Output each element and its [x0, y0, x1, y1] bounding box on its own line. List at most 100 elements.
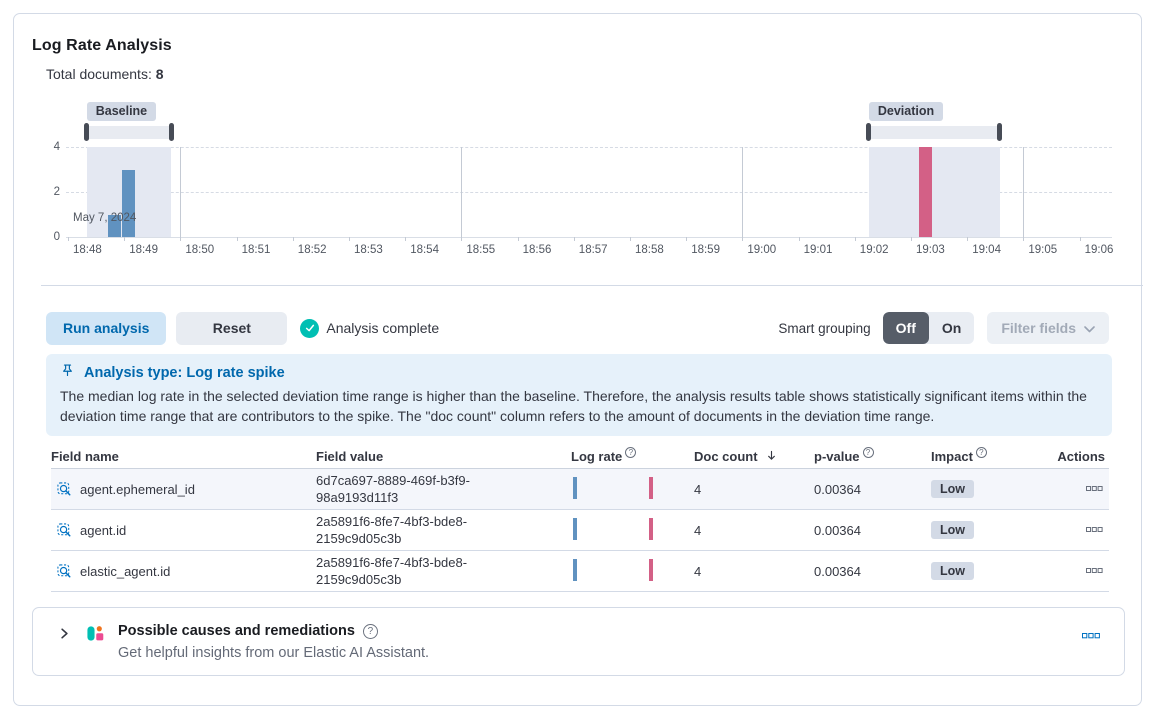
results-table: Field name Field value Log rate Doc coun… [51, 445, 1109, 592]
smart-grouping-on-button[interactable]: On [941, 320, 962, 336]
chart-x-tick [292, 237, 294, 241]
chart-x-tick-label: 18:53 [354, 244, 383, 256]
smart-grouping-off-button[interactable]: Off [882, 312, 929, 344]
info-icon [625, 447, 637, 458]
column-header-p-value[interactable]: p-value [814, 447, 931, 464]
check-circle-icon [300, 318, 320, 338]
baseline-mini-bar [573, 558, 577, 581]
smart-grouping-toggle: Off On [882, 312, 975, 344]
chart-x-tick-label: 19:04 [972, 244, 1001, 256]
chart-x-tick [236, 237, 238, 241]
chart-x-tick [1079, 237, 1081, 241]
total-documents: Total documents: 8 [46, 66, 1123, 82]
baseline-mini-bar [573, 517, 577, 540]
filter-field-icon[interactable] [57, 563, 72, 579]
brush-handle-left[interactable] [84, 123, 90, 141]
divider [41, 285, 1143, 286]
row-actions-icon[interactable] [1086, 486, 1103, 492]
field-name: elastic_agent.id [80, 563, 171, 579]
deviation-badge: Deviation [868, 102, 944, 121]
chart-y-tick-label: 2 [53, 186, 60, 198]
baseline-bar [108, 214, 122, 237]
brush-handle-left[interactable] [866, 123, 872, 141]
chart-x-tick [573, 237, 575, 241]
total-documents-value: 8 [155, 66, 164, 82]
table-header: Field name Field value Log rate Doc coun… [51, 445, 1109, 469]
column-header-doc-count[interactable]: Doc count [694, 449, 814, 465]
chart-major-gridline [461, 147, 463, 237]
deviation-brush[interactable] [868, 126, 1000, 139]
filter-fields-button[interactable]: Filter fields [987, 312, 1109, 344]
smart-grouping-label: Smart grouping [778, 320, 871, 336]
column-header-field-name[interactable]: Field name [51, 449, 119, 464]
doc-count: 4 [694, 522, 702, 538]
chart-x-tick-label: 19:05 [1028, 244, 1058, 256]
p-value: 0.00364 [814, 481, 861, 497]
chart-x-tick [742, 237, 744, 241]
field-name: agent.ephemeral_id [80, 481, 195, 497]
column-header-impact[interactable]: Impact [931, 447, 1046, 464]
chart-x-tick-label: 18:48 [73, 244, 102, 256]
sort-desc-icon [765, 449, 778, 465]
filter-field-icon[interactable] [57, 481, 72, 497]
table-row[interactable]: elastic_agent.id 2a5891f6-8fe7-4bf3-bde8… [51, 551, 1109, 592]
row-actions-icon[interactable] [1086, 527, 1103, 533]
field-value: 2a5891f6-8fe7-4bf3-bde8-2159c9d05c3b [316, 514, 468, 546]
chart-x-tick-label: 18:59 [691, 244, 720, 256]
brush-handle-right[interactable] [168, 123, 174, 141]
deviation-region [868, 147, 1000, 237]
deviation-mini-bar [649, 558, 653, 581]
info-icon [862, 447, 874, 458]
run-analysis-button[interactable]: Run analysis [46, 311, 167, 345]
deviation-bar [918, 147, 932, 237]
possible-causes-subtitle: Get helpful insights from our Elastic AI… [118, 645, 430, 661]
callout-title: Analysis type: Log rate spike [84, 364, 285, 381]
chart-x-tick [349, 237, 350, 241]
chart-x-tick [124, 237, 126, 241]
page-title: Log Rate Analysis [32, 37, 172, 54]
document-count-chart: 18:48 18:49 18:50 18:51 18:52 18:53 18:54 18:55… [46, 102, 1113, 270]
impact-badge: Low [931, 562, 974, 580]
chevron-right-icon[interactable] [57, 626, 72, 641]
chart-x-tick [686, 237, 688, 241]
row-actions-icon[interactable] [1086, 568, 1103, 574]
table-row[interactable]: agent.ephemeral_id 6d7ca697-8889-469f-b3… [51, 469, 1109, 510]
deviation-mini-bar [649, 476, 653, 499]
chart-x-axis-line [66, 237, 1112, 238]
chart-major-gridline [180, 147, 182, 237]
chart-major-gridline [1023, 147, 1025, 237]
log-rate-analysis-panel: Log Rate Analysis Total documents: 8 18:… [13, 13, 1143, 706]
chevron-down-icon [1084, 320, 1095, 336]
baseline-mini-bar [573, 476, 577, 499]
chart-x-tick-label: 18:54 [410, 244, 439, 256]
brush-handle-right[interactable] [997, 123, 1003, 141]
field-name: agent.id [80, 522, 127, 538]
baseline-brush[interactable] [86, 126, 172, 139]
field-value: 2a5891f6-8fe7-4bf3-bde8-2159c9d05c3b [316, 555, 468, 587]
column-header-field-value[interactable]: Field value [316, 449, 384, 464]
help-icon[interactable] [362, 623, 378, 639]
elastic-ai-assistant-icon [86, 624, 105, 643]
chart-x-tick [967, 237, 969, 241]
chart-x-tick [1023, 237, 1025, 241]
chart-x-tick [854, 237, 856, 241]
total-documents-label: Total documents: [46, 66, 152, 82]
reset-button[interactable]: Reset [176, 311, 288, 345]
chart-x-tick [630, 237, 631, 241]
chart-x-tick-label: 18:52 [297, 244, 327, 256]
column-header-log-rate[interactable]: Log rate [571, 447, 694, 464]
chart-x-tick [461, 237, 463, 241]
log-rate-mini-chart [571, 557, 663, 583]
chart-x-tick-label: 18:57 [578, 244, 608, 256]
chart-gridline [66, 192, 1112, 193]
filter-field-icon[interactable] [57, 522, 72, 538]
table-row[interactable]: agent.id 2a5891f6-8fe7-4bf3-bde8-2159c9d… [51, 510, 1109, 551]
possible-causes-title[interactable]: Possible causes and remediations [118, 623, 355, 639]
log-rate-mini-chart [571, 516, 663, 542]
panel-actions-icon[interactable] [1082, 633, 1100, 639]
chart-major-gridline [742, 147, 744, 237]
table-body: agent.ephemeral_id 6d7ca697-8889-469f-b3… [51, 469, 1109, 592]
possible-causes-panel: Possible causes and remediations Get hel… [32, 607, 1125, 676]
callout-body: The median log rate in the selected devi… [60, 388, 1087, 424]
